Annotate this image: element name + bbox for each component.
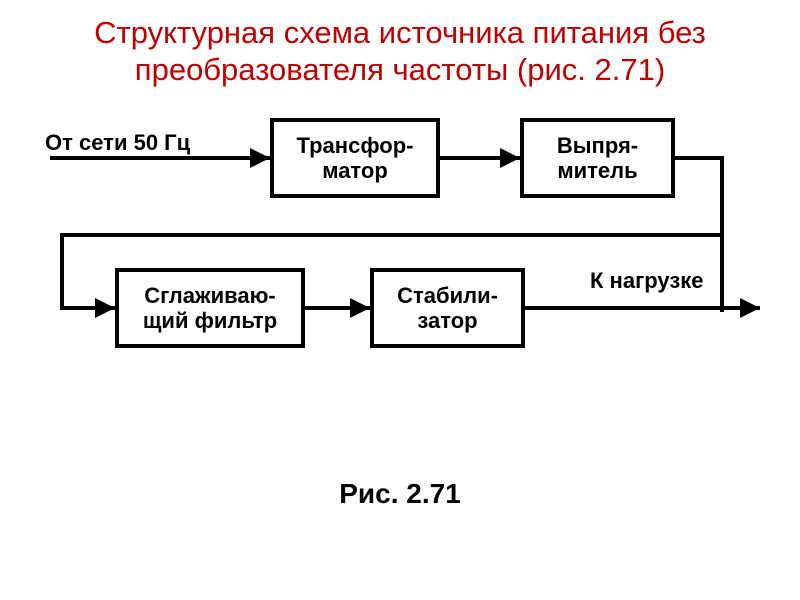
output-label: К нагрузке	[590, 268, 704, 294]
edge-wrap-h	[60, 233, 724, 237]
block-diagram: От сети 50 Гц Трансфор-матор Выпря-мител…	[0, 88, 800, 468]
block-transformer: Трансфор-матор	[270, 118, 440, 198]
edge-output	[525, 306, 760, 310]
block-stabilizer-label: Стабили-затор	[397, 283, 498, 334]
block-filter: Сглаживаю-щий фильтр	[115, 268, 305, 348]
figure-caption: Рис. 2.71	[0, 478, 800, 510]
arrow-input	[250, 148, 270, 168]
arrow-filt-stab	[350, 298, 370, 318]
block-stabilizer: Стабили-затор	[370, 268, 525, 348]
block-rectifier: Выпря-митель	[520, 118, 675, 198]
block-transformer-label: Трансфор-матор	[297, 133, 414, 184]
edge-rect-right	[675, 156, 724, 160]
page-title: Структурная схема источника питания без …	[0, 0, 800, 88]
arrow-output	[740, 298, 760, 318]
block-filter-label: Сглаживаю-щий фильтр	[143, 283, 277, 334]
edge-wrap-v2	[60, 233, 64, 310]
arrow-tr-rect	[500, 148, 520, 168]
input-label: От сети 50 Гц	[45, 130, 190, 156]
arrow-into-filter	[95, 298, 115, 318]
edge-wrap-v1	[720, 156, 724, 237]
edge-input	[50, 156, 270, 160]
block-rectifier-label: Выпря-митель	[557, 133, 638, 184]
